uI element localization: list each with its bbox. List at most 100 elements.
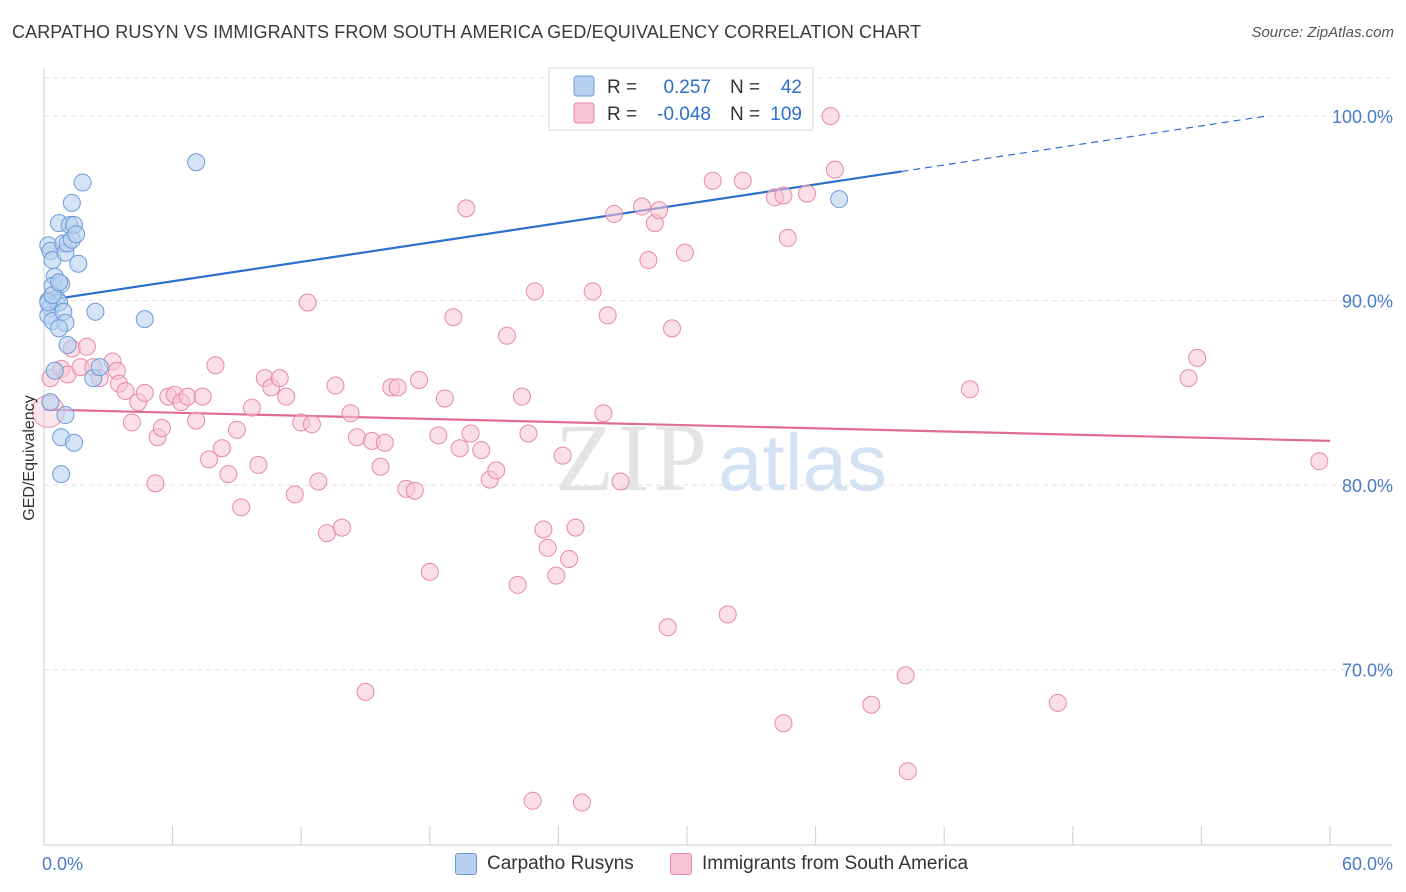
legend-swatch-blue (573, 75, 595, 97)
point-immigrants-23 (193, 387, 212, 406)
point-immigrants-92 (733, 171, 752, 190)
point-immigrants-97 (798, 184, 817, 203)
point-immigrants-96 (774, 714, 793, 733)
y-tick-label-2: 80.0% (1342, 476, 1393, 496)
point-immigrants-57 (435, 389, 454, 408)
watermark: ZIP atlas (555, 404, 887, 511)
point-immigrants-104 (1048, 693, 1067, 712)
point-immigrants-81 (605, 204, 624, 223)
point-immigrants-21 (178, 387, 197, 406)
point-immigrants-40 (309, 472, 328, 491)
point-immigrants-26 (212, 439, 231, 458)
point-immigrants-61 (461, 424, 480, 443)
point-immigrants-36 (285, 485, 304, 504)
point-immigrants-29 (232, 498, 251, 517)
point-immigrants-77 (572, 793, 591, 812)
point-immigrants-105 (1179, 369, 1198, 388)
point-carpatho-34 (65, 433, 84, 452)
point-immigrants-106 (1188, 348, 1207, 367)
point-immigrants-82 (611, 472, 630, 491)
legend-n-value-1: 42 (781, 77, 802, 98)
legend-r-value-1: 0.257 (663, 77, 711, 98)
point-immigrants-34 (270, 369, 289, 388)
legend-n-value-2: 109 (770, 104, 802, 125)
point-immigrants-27 (219, 465, 238, 484)
point-immigrants-60 (457, 199, 476, 218)
x-tick-label-0: 0.0% (42, 854, 83, 874)
point-immigrants-54 (410, 371, 429, 389)
source-label: Source: ZipAtlas.com (1251, 24, 1394, 41)
point-immigrants-72 (538, 538, 557, 557)
watermark-zip: ZIP (555, 404, 711, 511)
point-immigrants-102 (898, 762, 917, 781)
point-immigrants-88 (662, 319, 681, 338)
point-carpatho-26 (58, 335, 77, 354)
point-carpatho-30 (90, 358, 109, 377)
point-immigrants-89 (675, 243, 694, 262)
point-immigrants-87 (658, 618, 677, 637)
point-immigrants-59 (450, 439, 469, 458)
point-immigrants-100 (862, 695, 881, 714)
legend-r-value-2: -0.048 (657, 104, 711, 125)
point-immigrants-78 (583, 282, 602, 301)
point-immigrants-41 (317, 524, 336, 543)
point-immigrants-103 (960, 380, 979, 399)
point-immigrants-5 (77, 337, 96, 356)
point-immigrants-45 (347, 428, 366, 447)
point-immigrants-11 (116, 382, 135, 401)
point-immigrants-55 (420, 562, 439, 581)
point-immigrants-71 (534, 520, 553, 539)
point-immigrants-15 (146, 474, 165, 493)
point-immigrants-67 (512, 387, 531, 406)
point-immigrants-48 (371, 457, 390, 476)
point-immigrants-64 (487, 461, 506, 480)
point-immigrants-35 (277, 387, 296, 406)
point-immigrants-12 (122, 413, 141, 432)
legend-label-carpatho-rusyns: Carpatho Rusyns (487, 853, 634, 874)
point-immigrants-56 (429, 426, 448, 445)
point-carpatho-41 (50, 273, 69, 292)
legend-n-label-2: N = (730, 104, 760, 125)
watermark-atlas: atlas (718, 418, 887, 507)
point-immigrants-17 (152, 418, 171, 437)
legend-label-immigrants: Immigrants from South America (702, 853, 969, 874)
point-immigrants-91 (718, 605, 737, 624)
point-carpatho-38 (830, 190, 849, 209)
correlation-legend: R = 0.257 N = 42 R = -0.048 N = 109 (548, 67, 814, 131)
point-immigrants-22 (187, 411, 206, 430)
trend-line-immigrants (43, 408, 1331, 442)
point-immigrants-101 (896, 666, 915, 685)
legend-item-immigrants-south-america: Immigrants from South America (670, 851, 968, 877)
legend-r-label-1: R = (607, 77, 637, 98)
point-immigrants-84 (639, 251, 658, 270)
point-carpatho-23 (62, 193, 81, 212)
y-tick-label-3: 70.0% (1342, 661, 1393, 681)
point-immigrants-80 (598, 306, 617, 325)
point-carpatho-32 (56, 406, 75, 425)
point-immigrants-31 (249, 455, 268, 474)
point-carpatho-22 (67, 225, 86, 244)
point-immigrants-38 (298, 293, 317, 312)
point-carpatho-28 (45, 361, 64, 380)
y-tick-label-0: 100.0% (1332, 107, 1393, 127)
y-tick-label-1: 90.0% (1342, 292, 1393, 312)
legend-item-carpatho-rusyns: Carpatho Rusyns (455, 851, 634, 877)
legend-swatch-carpatho-rusyns (455, 853, 477, 875)
point-immigrants-42 (326, 376, 345, 395)
point-immigrants-65 (497, 326, 516, 345)
legend-r-label-2: R = (607, 104, 637, 125)
point-immigrants-86 (650, 201, 669, 220)
chart-title: CARPATHO RUSYN VS IMMIGRANTS FROM SOUTH … (12, 22, 922, 42)
point-carpatho-25 (73, 173, 92, 192)
point-immigrants-74 (553, 446, 572, 465)
point-immigrants-30 (242, 398, 261, 417)
point-immigrants-51 (388, 378, 407, 397)
point-immigrants-58 (444, 308, 463, 327)
x-tick-label-1: 60.0% (1342, 854, 1393, 874)
point-carpatho-14 (50, 319, 69, 338)
trend-line-carpatho-rusyns-extension (901, 115, 1266, 173)
point-immigrants-107 (1310, 452, 1329, 471)
point-immigrants-73 (547, 566, 566, 585)
point-immigrants-75 (560, 549, 579, 568)
